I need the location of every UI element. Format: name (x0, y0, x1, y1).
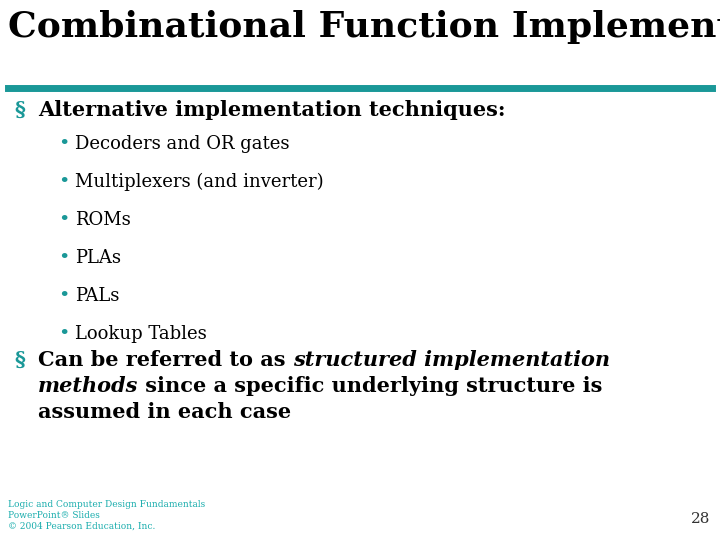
Text: PowerPoint® Slides: PowerPoint® Slides (8, 511, 100, 520)
Text: ROMs: ROMs (75, 211, 131, 229)
Text: 28: 28 (690, 512, 710, 526)
Text: •: • (58, 173, 69, 191)
Text: © 2004 Pearson Education, Inc.: © 2004 Pearson Education, Inc. (8, 522, 156, 531)
Text: Alternative implementation techniques:: Alternative implementation techniques: (38, 100, 505, 120)
Text: •: • (58, 211, 69, 229)
Text: •: • (58, 287, 69, 305)
Text: •: • (58, 249, 69, 267)
Text: •: • (58, 135, 69, 153)
Text: Can be referred to as: Can be referred to as (38, 350, 293, 370)
Text: assumed in each case: assumed in each case (38, 402, 291, 422)
Text: methods: methods (38, 376, 138, 396)
Text: Logic and Computer Design Fundamentals: Logic and Computer Design Fundamentals (8, 500, 205, 509)
Text: §: § (14, 100, 25, 120)
Text: PLAs: PLAs (75, 249, 121, 267)
Text: §: § (14, 350, 25, 370)
Text: structured implementation: structured implementation (293, 350, 610, 370)
Text: Lookup Tables: Lookup Tables (75, 325, 207, 343)
Text: Decoders and OR gates: Decoders and OR gates (75, 135, 289, 153)
Text: PALs: PALs (75, 287, 120, 305)
Text: Multiplexers (and inverter): Multiplexers (and inverter) (75, 173, 323, 191)
Text: •: • (58, 325, 69, 343)
Text: Combinational Function Implementation: Combinational Function Implementation (8, 10, 720, 44)
Text: since a specific underlying structure is: since a specific underlying structure is (138, 376, 603, 396)
